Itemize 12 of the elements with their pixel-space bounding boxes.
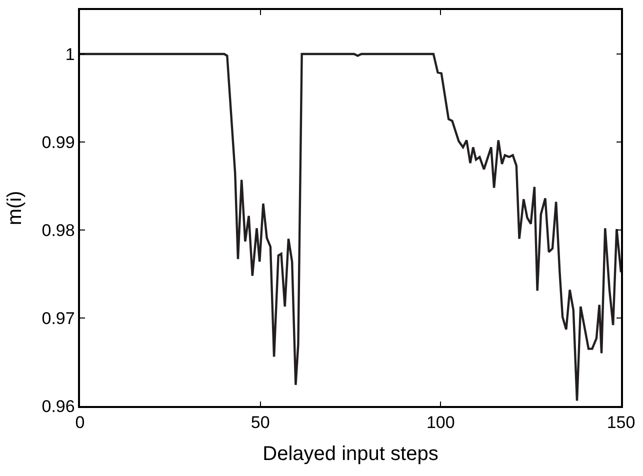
x-tick-label: 0 bbox=[75, 413, 85, 432]
y-tick-label: 1 bbox=[65, 44, 75, 64]
y-axis-title: m(i) bbox=[4, 190, 26, 226]
line-series bbox=[80, 52, 621, 402]
y-tick-label: 0.98 bbox=[42, 220, 75, 240]
y-tick-label: 0.97 bbox=[42, 308, 75, 328]
x-tick-label: 50 bbox=[250, 413, 270, 432]
y-tick-label: 0.99 bbox=[42, 132, 75, 152]
x-tick-label: 100 bbox=[426, 413, 455, 432]
y-tick-label: 0.96 bbox=[42, 396, 75, 416]
x-tick-label: 150 bbox=[606, 413, 636, 432]
x-axis-title: Delayed input steps bbox=[262, 443, 438, 466]
